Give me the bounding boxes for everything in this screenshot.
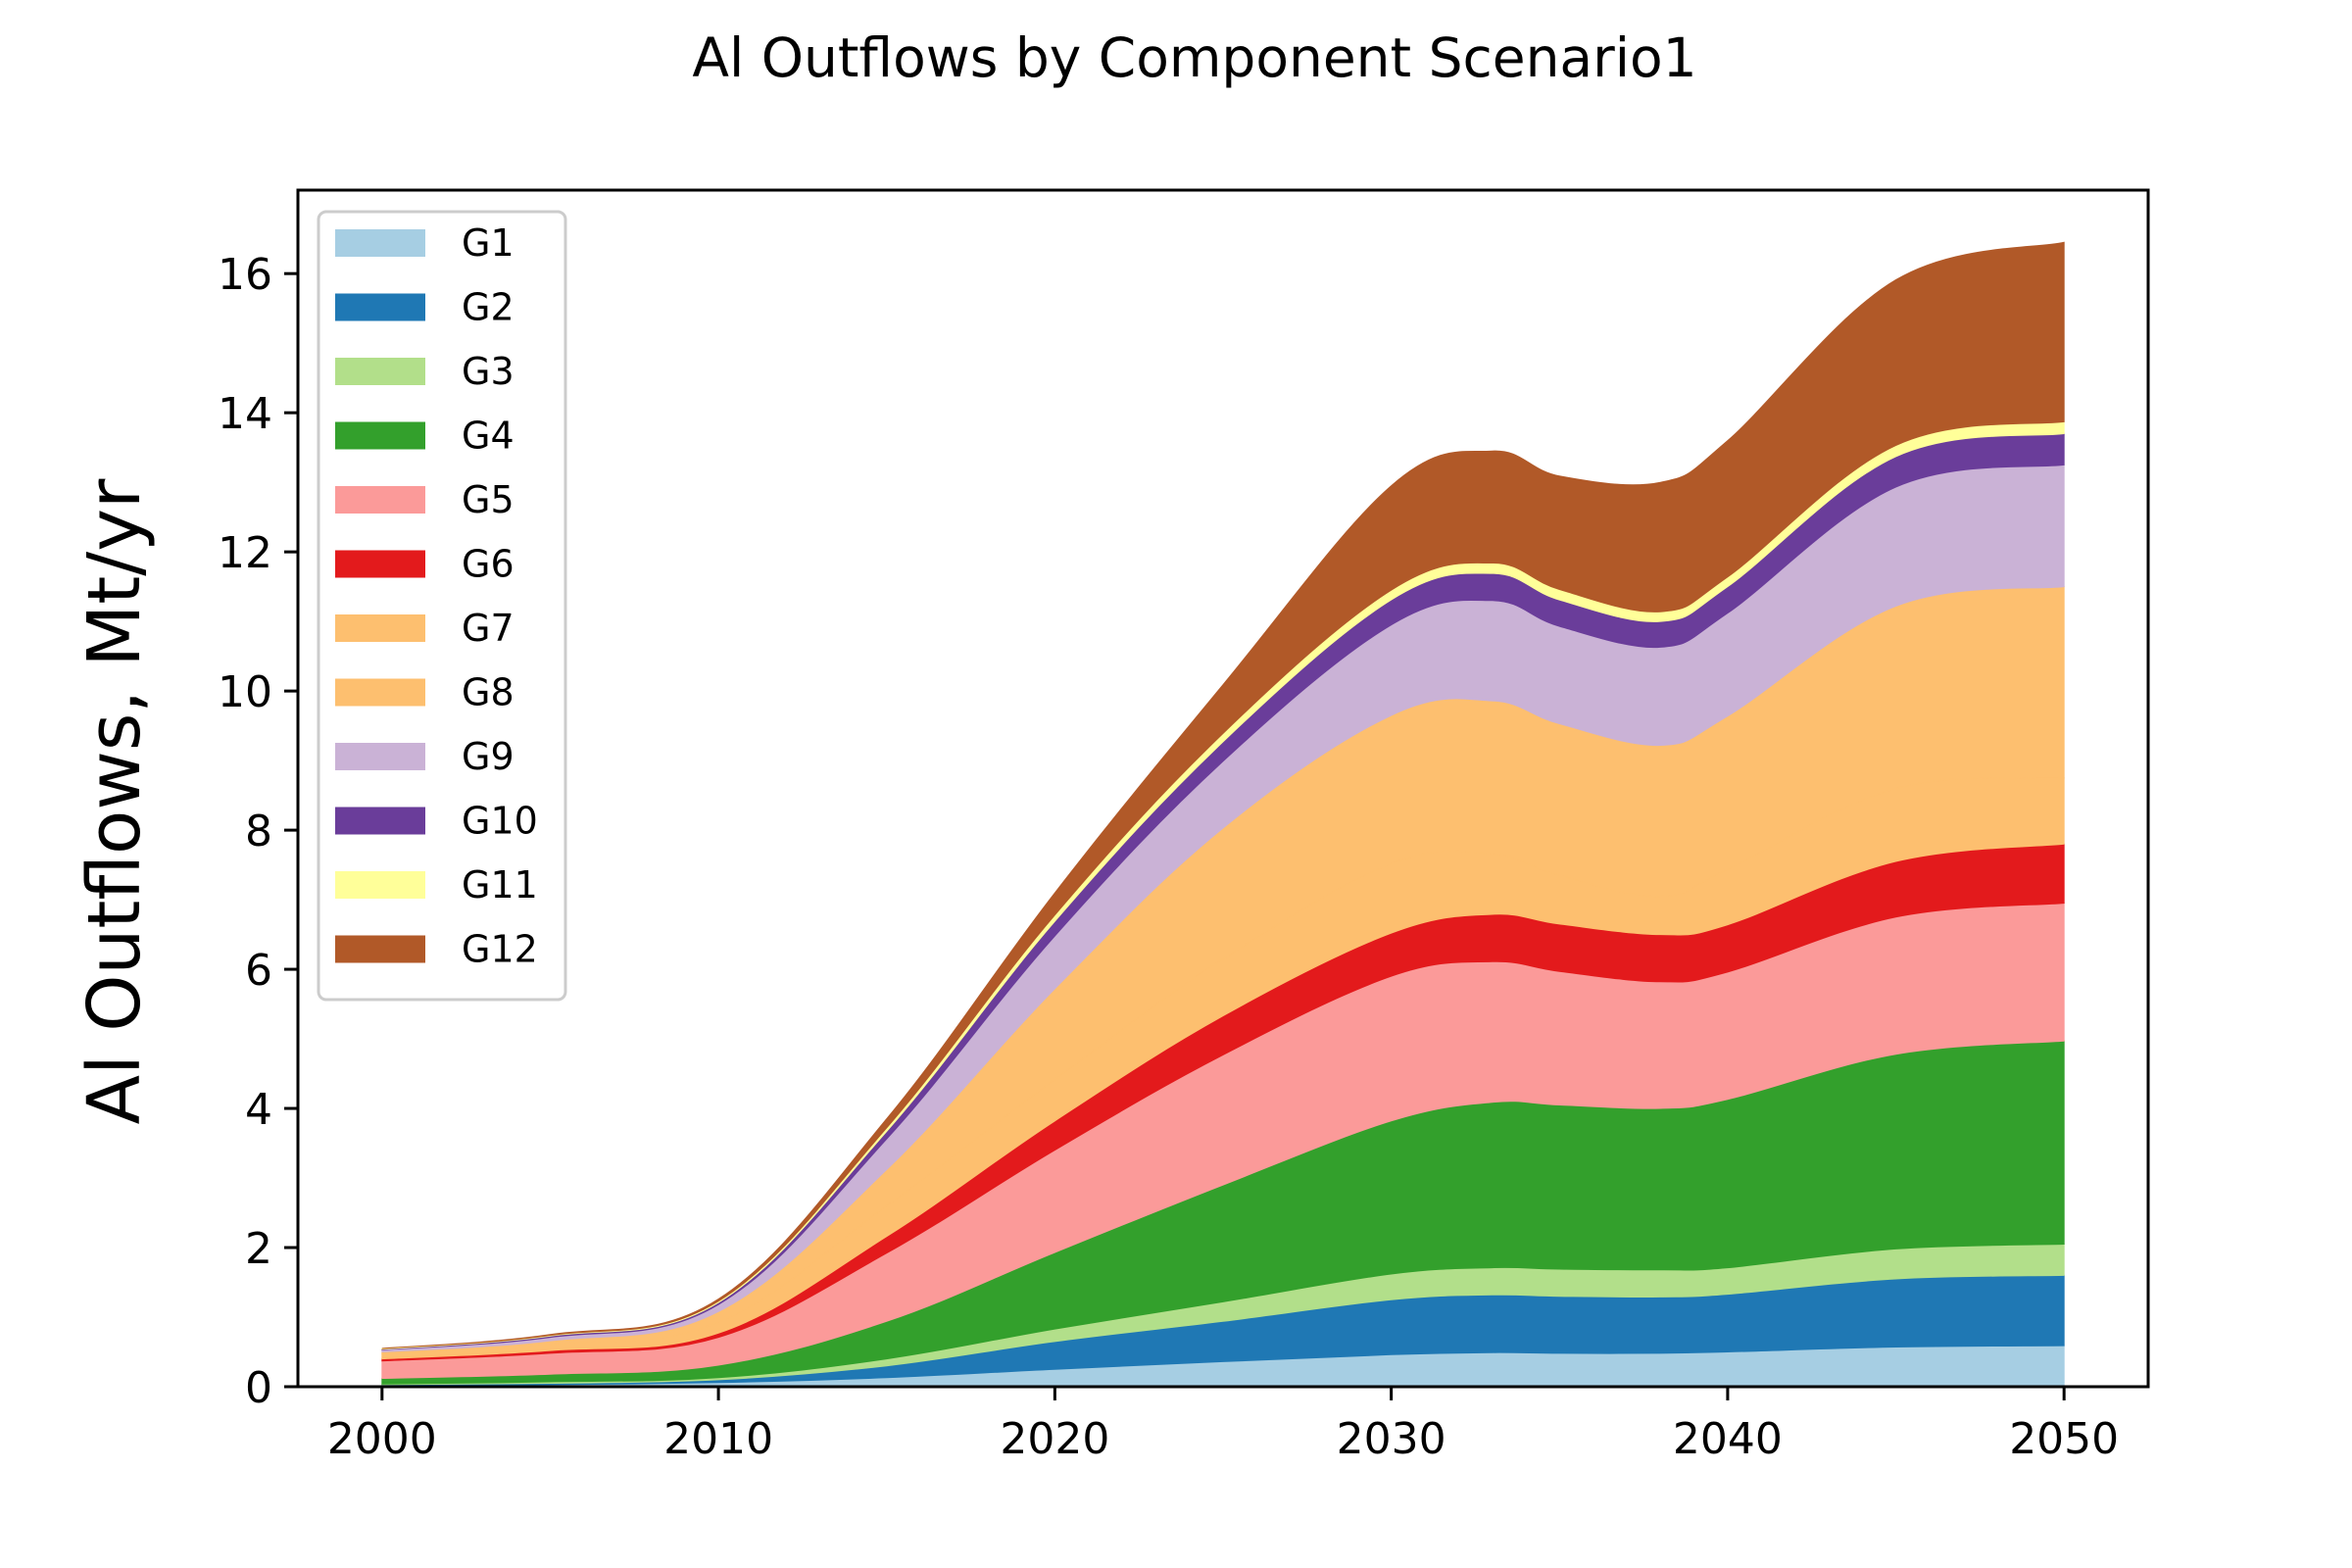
legend: G1 G2 G3 G4 G5 G6 G7 G8 G9 G10 G11 G12 <box>317 210 567 1002</box>
legend-swatch-g4 <box>335 421 425 450</box>
x-tick-label: 2010 <box>663 1414 773 1464</box>
legend-swatch-g9 <box>335 743 425 770</box>
legend-label-g5: G5 <box>462 478 514 521</box>
chart-title: Al Outflows by Component Scenario1 <box>692 26 1696 89</box>
y-tick-label: 16 <box>218 250 272 300</box>
legend-swatch-g2 <box>335 293 425 321</box>
y-tick-label: 10 <box>218 667 272 717</box>
legend-swatch-g5 <box>335 486 425 514</box>
legend-swatch-g3 <box>335 358 425 385</box>
legend-label-g9: G9 <box>462 735 514 778</box>
legend-swatch-g6 <box>335 550 425 578</box>
legend-label-g6: G6 <box>462 543 514 586</box>
y-tick-label: 2 <box>245 1224 272 1274</box>
legend-swatch-g10 <box>335 807 425 835</box>
area-g12 <box>381 241 2065 1349</box>
x-axis: 2000 2010 2020 2030 2040 2050 <box>327 1387 2119 1464</box>
legend-label-g1: G1 <box>462 221 514 265</box>
y-tick-label: 8 <box>245 807 272 857</box>
y-tick-label: 14 <box>218 389 272 439</box>
legend-label-g4: G4 <box>462 415 514 458</box>
y-axis-label: Al Outflows, Mt/yr <box>73 478 157 1124</box>
legend-swatch-g11 <box>335 871 425 899</box>
legend-label-g11: G11 <box>462 863 538 906</box>
legend-label-g3: G3 <box>462 350 514 393</box>
x-tick-label: 2040 <box>1673 1414 1783 1464</box>
y-tick-label: 6 <box>245 946 272 996</box>
legend-swatch-g8 <box>335 678 425 707</box>
x-tick-label: 2050 <box>2009 1414 2119 1464</box>
x-tick-label: 2030 <box>1337 1414 1446 1464</box>
legend-label-g2: G2 <box>462 286 514 329</box>
plot-frame <box>296 188 2150 1389</box>
y-tick-label: 4 <box>245 1085 272 1135</box>
legend-label-g7: G7 <box>462 607 514 650</box>
y-tick-label: 12 <box>218 528 272 578</box>
y-tick-label: 0 <box>245 1363 272 1413</box>
legend-swatch-g1 <box>335 229 425 257</box>
legend-box <box>317 210 567 1002</box>
legend-label-g8: G8 <box>462 671 514 714</box>
x-tick-label: 2000 <box>327 1414 437 1464</box>
y-axis: 0 2 4 6 8 10 12 14 16 <box>218 250 298 1413</box>
legend-label-g10: G10 <box>462 800 538 843</box>
stacked-areas <box>381 241 2065 1388</box>
legend-swatch-g7 <box>335 614 425 642</box>
legend-label-g12: G12 <box>462 928 538 971</box>
x-tick-label: 2020 <box>1000 1414 1109 1464</box>
legend-swatch-g12 <box>335 935 425 963</box>
